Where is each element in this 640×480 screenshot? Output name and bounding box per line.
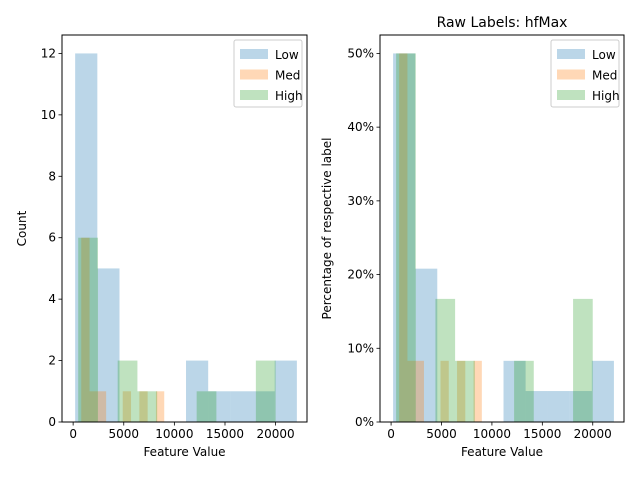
- bar-med: [81, 237, 90, 422]
- legend-label-high: High: [275, 89, 303, 103]
- bar-med: [457, 360, 466, 422]
- bar-low: [569, 391, 592, 422]
- percentage-histogram-axes: 0 5000 10000 15000 20000 0% 10% 20% 30% 40% 50% R…: [320, 15, 625, 459]
- x-tick-label: 10000: [155, 427, 193, 441]
- bar-med: [97, 391, 107, 422]
- percentage-histogram-y-ticks: 0% 10% 20% 30% 40% 50%: [347, 46, 380, 429]
- legend-label-high: High: [592, 89, 620, 103]
- legend-box: [233, 39, 303, 108]
- percentage-histogram-x-ticks: 0 5000 10000 15000 20000: [387, 422, 612, 441]
- bar-high: [455, 360, 475, 422]
- y-tick-label: 8: [48, 169, 56, 183]
- bar-med: [139, 391, 148, 422]
- count-histogram-bars: [75, 53, 297, 423]
- bar-low: [393, 53, 416, 423]
- percentage-histogram-y-label: Percentage of respective label: [320, 138, 334, 320]
- legend-label-med: Med: [592, 69, 617, 83]
- y-tick-label: 12: [41, 46, 56, 60]
- bar-low: [230, 391, 253, 422]
- bar-high: [435, 298, 456, 422]
- y-tick-label: 10%: [347, 341, 374, 355]
- bar-low: [252, 391, 275, 422]
- bar-med: [399, 53, 408, 423]
- y-tick-label: 6: [48, 231, 56, 245]
- bar-low: [525, 391, 548, 422]
- bar-low: [208, 391, 231, 422]
- bar-low: [186, 360, 209, 422]
- bar-med: [440, 360, 449, 422]
- y-tick-label: 4: [48, 292, 56, 306]
- percentage-histogram-title: Raw Labels: hfMax: [437, 15, 568, 31]
- x-tick-label: 20000: [574, 427, 612, 441]
- y-tick-label: 50%: [347, 46, 374, 60]
- bar-low: [75, 53, 98, 423]
- y-tick-label: 0: [48, 415, 56, 429]
- legend-box: [550, 39, 620, 108]
- legend-swatch-med: [240, 69, 268, 80]
- legend-label-low: Low: [592, 48, 616, 62]
- y-tick-label: 10: [41, 108, 56, 122]
- legend-label-med: Med: [275, 69, 300, 83]
- count-histogram-x-label: Feature Value: [143, 445, 225, 459]
- x-tick-label: 15000: [523, 427, 561, 441]
- y-tick-label: 30%: [347, 194, 374, 208]
- bar-high: [514, 360, 534, 422]
- bar-med: [407, 360, 416, 422]
- bar-med: [122, 391, 132, 422]
- bar-high: [78, 237, 98, 422]
- bar-med: [473, 360, 482, 422]
- y-tick-label: 2: [48, 354, 56, 368]
- bar-high: [117, 360, 138, 422]
- x-tick-label: 20000: [257, 427, 295, 441]
- bar-low: [97, 268, 120, 422]
- legend-swatch-low: [240, 49, 268, 59]
- bar-low: [415, 268, 438, 422]
- legend-swatch-med: [557, 69, 585, 80]
- bar-low: [274, 360, 297, 422]
- count-histogram-x-ticks: 0 5000 10000 15000 20000: [69, 422, 295, 441]
- y-tick-label: 40%: [347, 120, 374, 134]
- legend-swatch-high: [240, 90, 268, 100]
- y-tick-label: 0%: [355, 415, 374, 429]
- count-histogram-legend: Low Med High: [233, 39, 303, 108]
- x-tick-label: 15000: [206, 427, 244, 441]
- bar-med: [415, 360, 424, 422]
- legend-swatch-low: [557, 49, 585, 59]
- x-tick-label: 5000: [426, 427, 457, 441]
- bar-med: [155, 391, 165, 422]
- y-tick-label: 20%: [347, 268, 374, 282]
- bar-low: [547, 391, 570, 422]
- bar-high: [196, 391, 217, 422]
- bar-low: [503, 360, 526, 422]
- count-histogram-y-ticks: 0 2 4 6 8 10 12: [41, 46, 62, 429]
- legend-swatch-high: [557, 90, 585, 100]
- count-histogram-axes: 0 5000 10000 15000 20000 0 2 4 6 8 10 12 Feature V…: [15, 34, 308, 459]
- x-tick-label: 0: [69, 427, 77, 441]
- count-histogram-frame: [61, 34, 308, 423]
- legend-label-low: Low: [275, 48, 299, 62]
- x-tick-label: 5000: [108, 427, 139, 441]
- bar-med: [89, 391, 98, 422]
- percentage-histogram-x-label: Feature Value: [461, 445, 543, 459]
- percentage-histogram-frame: [379, 34, 625, 423]
- percentage-histogram-bars: [393, 53, 614, 423]
- bar-high: [573, 298, 593, 422]
- bar-high: [396, 53, 416, 423]
- bar-high: [137, 391, 158, 422]
- percentage-histogram-legend: Low Med High: [550, 39, 620, 108]
- x-tick-label: 0: [387, 427, 395, 441]
- count-histogram-y-label: Count: [15, 210, 29, 246]
- bar-high: [255, 360, 276, 422]
- x-tick-label: 10000: [473, 427, 511, 441]
- bar-low: [591, 360, 614, 422]
